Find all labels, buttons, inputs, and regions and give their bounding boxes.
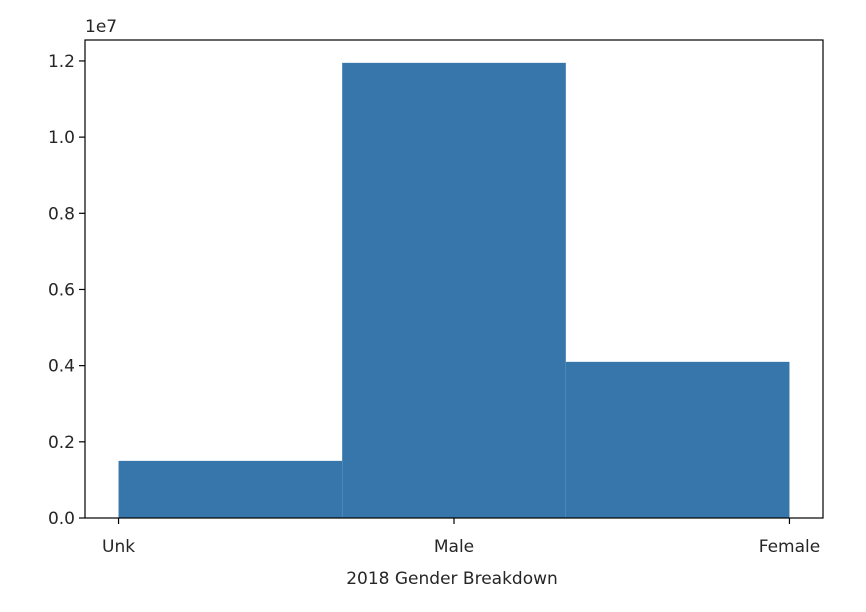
y-tick-label: 0.8	[48, 204, 75, 224]
x-tick-label-unk: Unk	[102, 537, 135, 557]
y-tick-label: 1.2	[48, 52, 75, 72]
x-ticks-layer: Unk Male Female	[102, 518, 820, 557]
bar-unk	[118, 460, 343, 518]
x-axis-label: 2018 Gender Breakdown	[346, 569, 558, 589]
y-tick-label: 0.4	[48, 357, 75, 377]
bar-female	[565, 361, 790, 518]
y-tick-label: 1.0	[48, 128, 75, 148]
y-ticks-layer: 0.0 0.2 0.4 0.6 0.8 1.0 1.2	[48, 52, 85, 529]
y-offset-label: 1e7	[85, 17, 117, 37]
y-tick-label: 0.0	[48, 509, 75, 529]
x-tick-label-female: Female	[759, 537, 820, 557]
y-tick-label: 0.2	[48, 433, 75, 453]
plot-frame	[84, 39, 824, 519]
bars-layer	[118, 62, 790, 518]
bar-male	[342, 62, 566, 518]
y-tick-label: 0.6	[48, 280, 75, 300]
x-tick-label-male: Male	[434, 537, 474, 557]
